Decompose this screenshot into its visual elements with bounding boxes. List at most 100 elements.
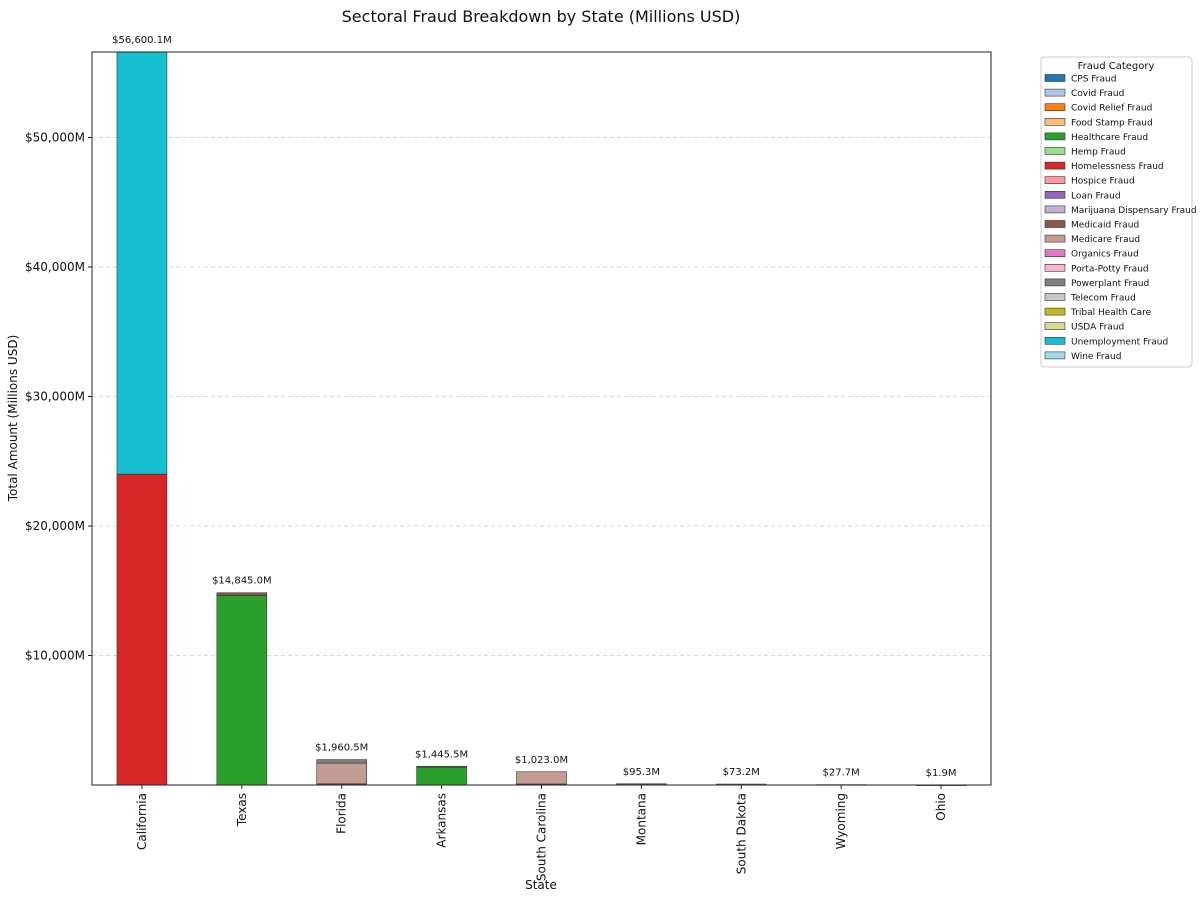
legend-label: Porta-Potty Fraud — [1071, 264, 1149, 274]
x-tick-label: California — [135, 793, 149, 850]
legend-swatch — [1044, 132, 1066, 141]
y-axis: $10,000M $20,000M $30,000M $40,000M $50,000M — [25, 130, 92, 662]
legend-swatch — [1044, 88, 1066, 97]
legend-swatch — [1044, 161, 1066, 170]
y-tick-label: $40,000M — [25, 260, 85, 274]
legend-swatch — [1044, 191, 1066, 199]
legend-swatch — [1044, 118, 1066, 126]
bar-segment — [216, 595, 268, 786]
legend-label: Medicare Fraud — [1071, 235, 1140, 245]
bar-segment — [516, 771, 567, 785]
bar-total-label: $27.7M — [823, 768, 860, 779]
x-axis: California Texas Florida Arkansas South Caro… — [135, 785, 948, 881]
bar-total-label: $1,445.5M — [415, 749, 468, 760]
bar-segment — [316, 762, 367, 785]
legend-label: Organics Fraud — [1071, 250, 1139, 260]
legend-label: Covid Fraud — [1071, 89, 1124, 99]
x-tick-label: Montana — [634, 793, 648, 845]
legend-items: CPS Fraud Covid Fraud Covid Relief Fraud Fo… — [1044, 74, 1197, 362]
legend-label: Healthcare Fraud — [1071, 133, 1148, 143]
x-axis-label: State — [525, 878, 557, 892]
bars — [116, 51, 967, 786]
legend-item: Food Stamp Fraud — [1044, 118, 1153, 128]
legend-item: Covid Fraud — [1044, 88, 1124, 99]
legend-item: Hemp Fraud — [1044, 147, 1126, 158]
chart-title: Sectoral Fraud Breakdown by State (Milli… — [342, 7, 741, 26]
bar-total-label: $14,845.0M — [212, 576, 272, 587]
bar-segment — [416, 766, 467, 786]
x-tick-label: South Carolina — [535, 793, 549, 881]
bar-total-label: $1,960.5M — [315, 743, 368, 754]
legend: Fraud Category CPS Fraud Covid Fraud Covid… — [1040, 56, 1197, 368]
bar-segment — [216, 592, 268, 596]
x-tick-label: Texas — [235, 793, 249, 827]
legend-label: Homelessness Fraud — [1071, 162, 1164, 172]
legend-swatch — [1044, 176, 1066, 184]
bar-total-label: $1.9M — [926, 768, 957, 779]
legend-item: Medicare Fraud — [1044, 234, 1140, 245]
legend-frame — [1040, 56, 1193, 368]
legend-item: Covid Relief Fraud — [1044, 103, 1152, 114]
legend-label: Medicaid Fraud — [1071, 221, 1139, 231]
legend-swatch — [1044, 307, 1066, 316]
legend-item: Marijuana Dispensary Fraud — [1044, 205, 1197, 216]
legend-label: Telecom Fraud — [1070, 294, 1136, 304]
y-axis-label: Total Amount (Millions USD) — [6, 335, 20, 503]
legend-label: Loan Fraud — [1071, 191, 1121, 201]
bar-segment — [416, 765, 467, 768]
legend-item: Wine Fraud — [1044, 351, 1121, 362]
legend-swatch — [1044, 336, 1066, 345]
legend-swatch — [1044, 278, 1066, 287]
legend-label: Powerplant Fraud — [1071, 279, 1149, 289]
y-tick-label: $50,000M — [25, 130, 85, 144]
bar-total-label: $56,600.1M — [112, 35, 172, 46]
bar-total-label: $1,023.0M — [515, 755, 568, 766]
bar-total-labels: $56,600.1M $14,845.0M $1,960.5M $1,445.5M $1… — [112, 35, 956, 779]
bar-segment — [316, 759, 367, 764]
legend-swatch — [1044, 263, 1066, 272]
legend-label: Hospice Fraud — [1071, 177, 1135, 187]
legend-item: Loan Fraud — [1044, 191, 1121, 201]
legend-label: Unemployment Fraud — [1071, 337, 1168, 347]
bar-segment — [116, 51, 168, 475]
x-tick-label: Arkansas — [435, 793, 449, 848]
legend-swatch — [1044, 293, 1066, 301]
legend-item: Medicaid Fraud — [1044, 220, 1139, 231]
bar-total-label: $73.2M — [723, 767, 760, 778]
legend-item: CPS Fraud — [1044, 74, 1116, 85]
x-tick-label: Wyoming — [834, 793, 848, 849]
legend-item: USDA Fraud — [1044, 322, 1124, 333]
y-tick-label: $20,000M — [25, 519, 85, 533]
y-tick-label: $10,000M — [25, 648, 85, 662]
legend-swatch — [1044, 147, 1066, 155]
legend-title: Fraud Category — [1078, 61, 1155, 72]
legend-swatch — [1044, 234, 1066, 243]
legend-item: Porta-Potty Fraud — [1044, 263, 1149, 274]
legend-label: USDA Fraud — [1071, 323, 1124, 333]
legend-swatch — [1044, 322, 1066, 331]
legend-item: Healthcare Fraud — [1044, 132, 1148, 143]
legend-label: Food Stamp Fraud — [1071, 118, 1153, 128]
legend-swatch — [1044, 74, 1066, 82]
legend-swatch — [1044, 205, 1066, 214]
bar-segment — [116, 473, 168, 786]
legend-label: Tribal Health Care — [1070, 308, 1152, 318]
legend-item: Homelessness Fraud — [1044, 161, 1164, 172]
legend-item: Telecom Fraud — [1044, 293, 1136, 304]
x-tick-label: Ohio — [934, 793, 948, 821]
bar-total-label: $95.3M — [623, 767, 660, 778]
legend-label: Covid Relief Fraud — [1071, 104, 1152, 114]
grid-lines — [92, 136, 991, 656]
legend-item: Unemployment Fraud — [1044, 336, 1168, 347]
legend-swatch — [1044, 220, 1066, 228]
legend-item: Tribal Health Care — [1044, 307, 1152, 318]
legend-item: Organics Fraud — [1044, 249, 1139, 260]
legend-label: CPS Fraud — [1071, 75, 1116, 85]
x-tick-label: South Dakota — [734, 793, 748, 874]
legend-item: Hospice Fraud — [1044, 176, 1135, 187]
legend-label: Marijuana Dispensary Fraud — [1071, 206, 1197, 216]
legend-swatch — [1044, 103, 1066, 111]
y-tick-label: $30,000M — [25, 389, 85, 403]
legend-item: Powerplant Fraud — [1044, 278, 1149, 289]
